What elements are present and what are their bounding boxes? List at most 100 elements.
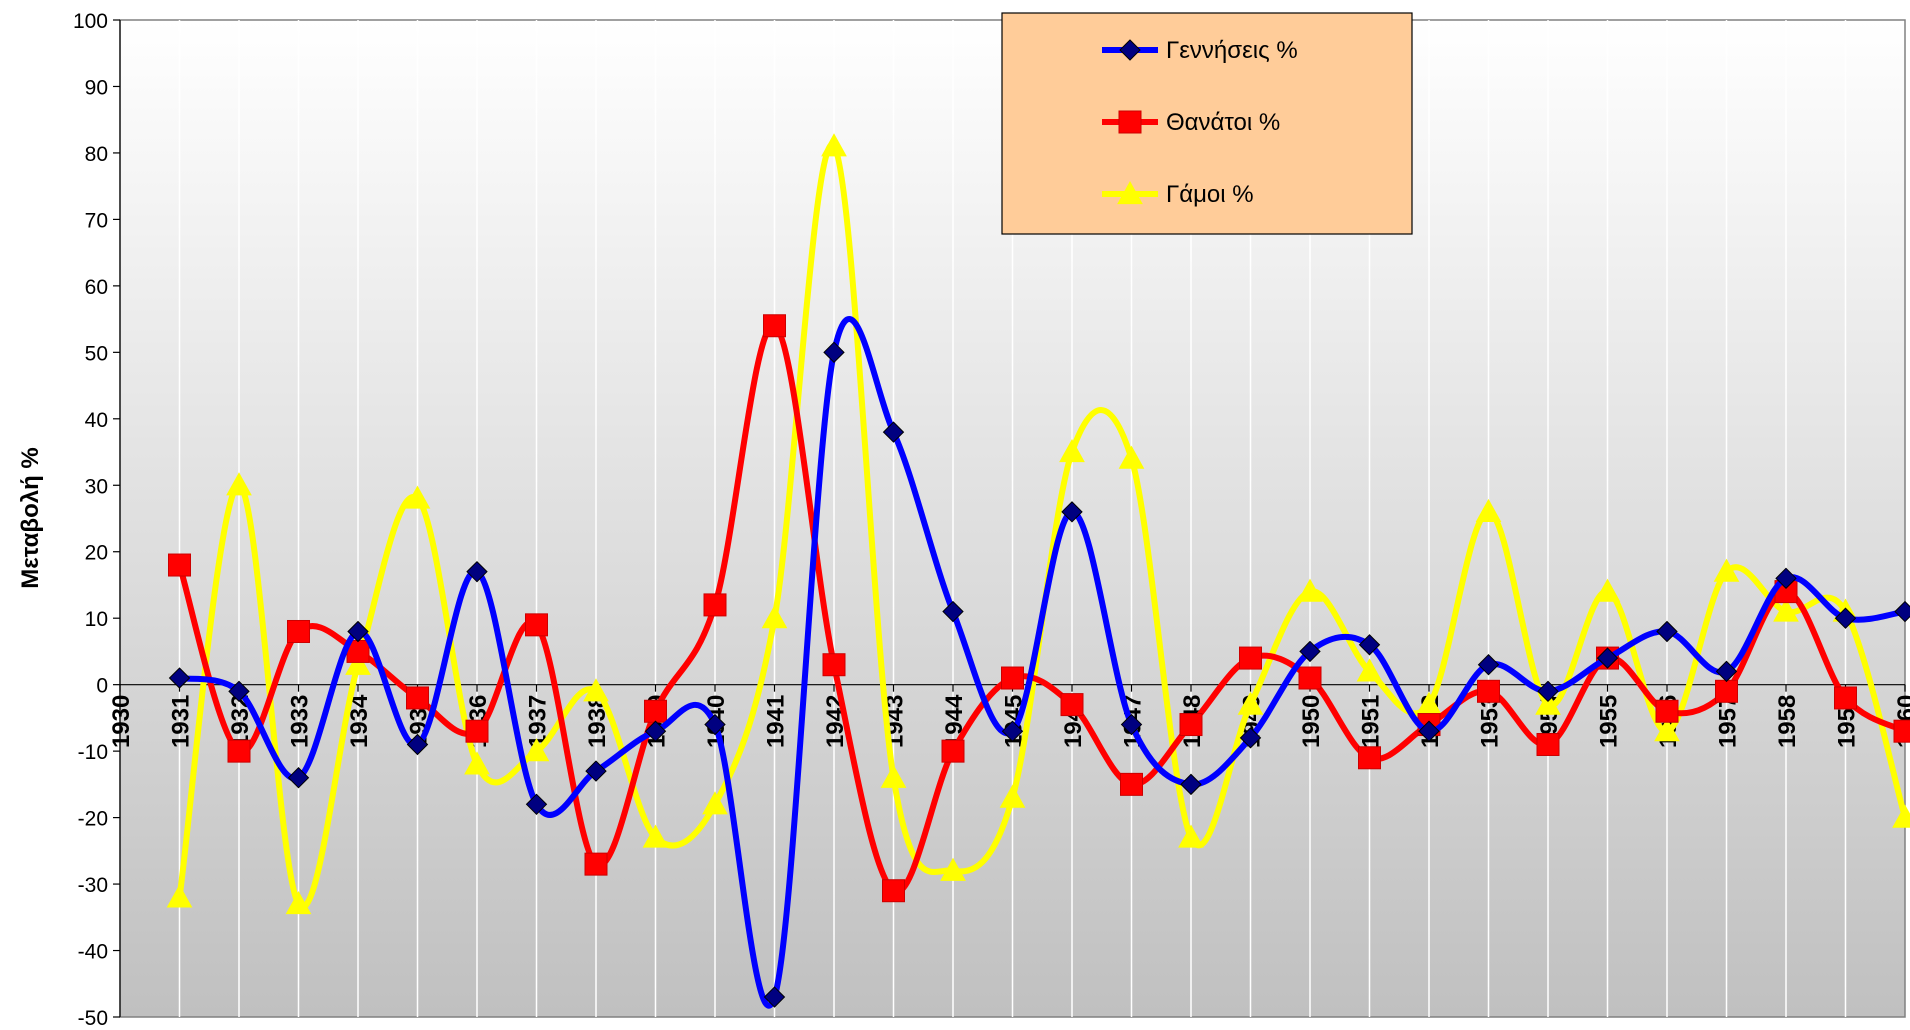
y-tick-label-90: 90 — [85, 76, 108, 99]
point-0-1949 — [1239, 727, 1262, 749]
point-0-1952 — [1418, 720, 1440, 742]
point-1-1942 — [822, 653, 846, 677]
point-0-1937 — [525, 793, 548, 816]
y-tick-label-30: 30 — [85, 475, 108, 498]
point-0-1957 — [1715, 660, 1738, 683]
point-0-1948 — [1180, 773, 1202, 796]
point-2-1932 — [226, 472, 252, 496]
point-0-1960 — [1894, 600, 1910, 623]
point-2-1946 — [1059, 439, 1085, 463]
point-2-1947 — [1118, 445, 1145, 469]
y-tick-label-100: 100 — [73, 10, 108, 33]
point-1-1951 — [1358, 746, 1381, 770]
x-tick-label-1944: 1944 — [941, 694, 968, 748]
legend: Γεννήσεις % Θανάτοι % Γάμοι % — [1001, 12, 1413, 235]
point-2-1950 — [1297, 578, 1323, 602]
point-0-1940 — [704, 713, 726, 736]
point-1-1941 — [763, 314, 786, 338]
point-1-1939 — [644, 699, 667, 723]
point-1-1954 — [1536, 732, 1560, 756]
point-0-1944 — [942, 600, 964, 623]
y-tick-label-20: 20 — [85, 542, 108, 565]
point-0-1950 — [1299, 640, 1321, 663]
y-axis-label: Μεταβολή % — [17, 447, 44, 589]
point-2-1940 — [702, 791, 728, 815]
point-1-1945 — [1001, 666, 1024, 690]
point-0-1935 — [406, 733, 429, 756]
y-tick-label-50: 50 — [85, 342, 108, 365]
point-1-1938 — [584, 852, 608, 876]
point-1-1949 — [1239, 646, 1262, 670]
y-tick-label-60: 60 — [85, 276, 108, 299]
point-0-1946 — [1061, 501, 1083, 523]
point-2-1941 — [761, 605, 788, 629]
legend-marker-2 — [1117, 180, 1143, 205]
legend-label-1: Θανάτοι % — [1166, 109, 1280, 136]
point-2-1957 — [1713, 558, 1740, 582]
legend-entry-0: Γεννήσεις % — [1102, 37, 1298, 64]
point-2-1953 — [1475, 498, 1502, 522]
point-2-1939 — [642, 824, 669, 848]
x-tick-label-1957: 1957 — [1715, 695, 1742, 748]
point-0-1945 — [1001, 720, 1024, 742]
point-0-1941 — [763, 986, 786, 1008]
x-tick-label-1930: 1930 — [108, 695, 135, 748]
point-2-1951 — [1356, 658, 1383, 682]
point-0-1939 — [644, 720, 667, 742]
point-0-1933 — [287, 767, 310, 789]
legend-entry-1: Θανάτοι % — [1102, 109, 1280, 136]
x-tick-label-1950: 1950 — [1298, 695, 1325, 748]
point-1-1937 — [525, 613, 548, 637]
point-1-1959 — [1834, 686, 1857, 710]
point-1-1948 — [1179, 713, 1203, 737]
x-tick-label-1933: 1933 — [287, 695, 314, 748]
y-tick-label--10: -10 — [78, 741, 108, 764]
y-tick-label--30: -30 — [78, 874, 108, 897]
point-0-1951 — [1358, 634, 1381, 656]
point-1-1947 — [1120, 772, 1143, 796]
point-0-1959 — [1834, 607, 1857, 629]
point-2-1958 — [1773, 598, 1799, 622]
point-2-1956 — [1654, 718, 1680, 742]
point-1-1960 — [1893, 719, 1910, 743]
point-1-1935 — [406, 686, 429, 710]
point-0-1947 — [1120, 713, 1143, 736]
point-2-1949 — [1237, 691, 1264, 715]
point-0-1953 — [1477, 654, 1500, 676]
x-tick-label-1931: 1931 — [168, 695, 195, 748]
y-tick-label-40: 40 — [85, 409, 108, 432]
point-0-1943 — [882, 421, 905, 443]
legend-marker-1 — [1118, 110, 1142, 134]
point-0-1955 — [1596, 647, 1619, 669]
y-tick-label-80: 80 — [85, 143, 108, 166]
series-2 — [166, 133, 1910, 915]
series-0 — [168, 316, 1910, 1009]
point-0-1954 — [1537, 680, 1559, 703]
point-2-1934 — [345, 651, 371, 675]
series-1 — [168, 314, 1910, 903]
series — [166, 133, 1910, 1009]
point-1-1932 — [227, 739, 251, 763]
point-2-1938 — [583, 678, 609, 702]
legend-entry-2: Γάμοι % — [1102, 180, 1254, 208]
point-0-1938 — [585, 760, 607, 782]
point-0-1958 — [1775, 567, 1797, 590]
x-tick-label-1958: 1958 — [1774, 695, 1801, 748]
point-0-1934 — [347, 620, 369, 643]
point-0-1936 — [466, 560, 488, 583]
legend-label-0: Γεννήσεις % — [1166, 37, 1298, 64]
legend-marker-0 — [1119, 39, 1141, 61]
y-tick-label--40: -40 — [78, 941, 108, 964]
point-2-1943 — [880, 764, 907, 788]
point-2-1945 — [999, 784, 1026, 808]
point-2-1955 — [1594, 578, 1621, 602]
y-tick-label-0: 0 — [96, 675, 108, 698]
x-tick-label-1953: 1953 — [1477, 695, 1504, 748]
point-2-1936 — [464, 751, 490, 775]
point-1-1936 — [465, 719, 489, 743]
point-2-1931 — [166, 884, 193, 908]
point-1-1931 — [168, 553, 191, 577]
y-tick-label-70: 70 — [85, 209, 108, 232]
